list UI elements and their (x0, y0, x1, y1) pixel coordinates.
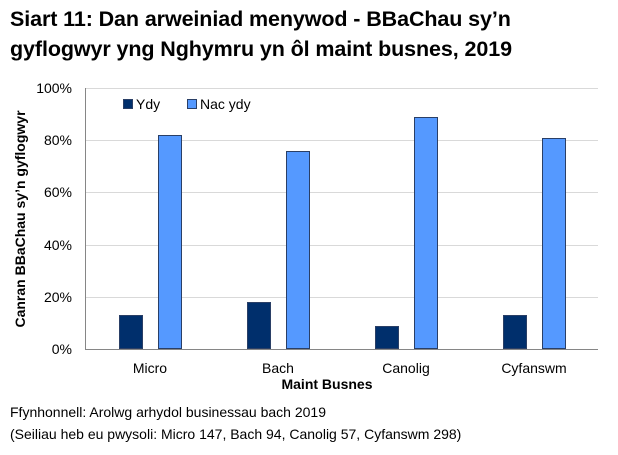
y-tick-40: 40% (43, 237, 72, 253)
y-tick-20: 20% (43, 289, 72, 305)
x-axis-line (85, 349, 598, 350)
legend-item-ydy: Ydy (123, 96, 160, 112)
bar-bach-ydy (246, 302, 271, 349)
y-tick-80: 80% (43, 132, 72, 148)
bar-bach-nac-ydy (285, 151, 310, 349)
legend-swatch-ydy (123, 99, 133, 109)
bar-micro-nac-ydy (157, 135, 182, 349)
bar-canolig-ydy (374, 326, 399, 349)
x-tick-micro: Micro (132, 360, 168, 376)
legend-item-nac-ydy: Nac ydy (187, 96, 251, 112)
chart-title: Siart 11: Dan arweiniad menywod - BBaCha… (10, 4, 610, 64)
y-tick-60: 60% (43, 184, 72, 200)
plot-area (85, 88, 598, 350)
x-axis-label: Maint Busnes (281, 376, 373, 392)
gridline (86, 297, 598, 298)
source-note: Ffynhonnell: Arolwg arhydol businessau b… (10, 404, 326, 420)
y-tick-0: 0% (51, 341, 72, 357)
bar-cyfanswm-ydy (502, 315, 527, 349)
y-axis-line (85, 88, 86, 350)
x-tick-canolig: Canolig (382, 360, 430, 376)
chart-title-line-2: gyflogwyr yng Nghymru yn ôl maint busnes… (10, 37, 512, 61)
x-tick-cyfanswm: Cyfanswm (501, 360, 567, 376)
bar-canolig-nac-ydy (413, 117, 438, 349)
base-note: (Seiliau heb eu pwysoli: Micro 147, Bach… (10, 426, 462, 442)
legend-swatch-nac-ydy (187, 99, 197, 109)
gridline (86, 88, 598, 89)
y-tick-100: 100% (36, 80, 72, 96)
gridline (86, 192, 598, 193)
gridline (86, 140, 598, 141)
chart-title-line-1: Siart 11: Dan arweiniad menywod - BBaCha… (10, 7, 511, 31)
x-tick-bach: Bach (262, 360, 294, 376)
bar-cyfanswm-nac-ydy (541, 138, 566, 349)
gridline (86, 245, 598, 246)
bar-micro-ydy (118, 315, 143, 349)
